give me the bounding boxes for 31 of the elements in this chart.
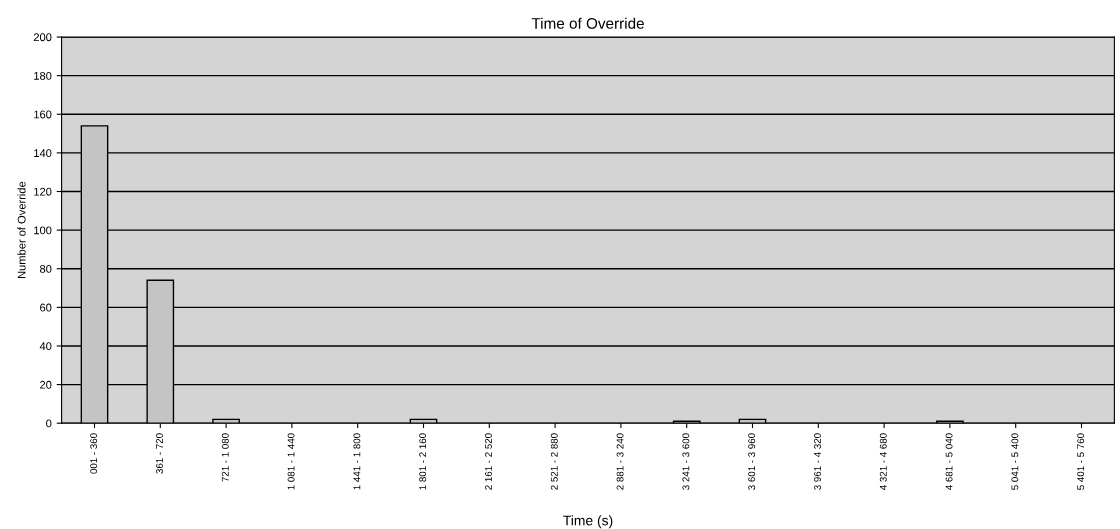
x-tick-label: 1 801 - 2 160: [419, 433, 427, 490]
y-axis-title: Number of Override: [17, 181, 26, 278]
x-tick-label: 2 881 - 3 240: [616, 433, 624, 490]
y-tick-label: 0: [46, 419, 52, 428]
y-tick-label: 100: [34, 226, 52, 235]
x-tick-label: 721 - 1 080: [221, 433, 229, 482]
x-tick-label: 2 161 - 2 520: [485, 433, 492, 490]
x-tick-label: 5 401 - 5 760: [1077, 433, 1085, 490]
x-tick-label: 1 081 - 1 440: [287, 433, 295, 490]
y-tick-label: 120: [34, 187, 52, 196]
y-tick-label: 140: [34, 149, 52, 158]
x-tick-label: 3 601 - 3 960: [748, 433, 756, 490]
x-tick-label: 4 321 - 4 680: [879, 433, 887, 490]
x-tick-label: 2 521 - 2 880: [550, 433, 558, 490]
x-tick-label: 3 961 - 4 320: [814, 433, 821, 490]
x-tick-label: 001 - 360: [90, 433, 98, 474]
y-tick-label: 40: [39, 342, 52, 351]
chart-title: Time of Override: [531, 17, 644, 29]
y-tick-label: 160: [34, 110, 52, 119]
x-tick-label: 5 041 - 5 400: [1011, 433, 1019, 490]
y-tick-label: 180: [34, 71, 52, 80]
x-tick-label: 4 681 - 5 040: [945, 433, 953, 490]
bar: [212, 418, 240, 424]
y-tick-label: 200: [33, 33, 52, 42]
x-axis-title: Time (s): [563, 515, 613, 529]
x-tick-label: 3 241 - 3 600: [682, 433, 690, 490]
x-tick-label: 361 - 720: [156, 433, 163, 474]
y-tick-label: 60: [40, 303, 52, 312]
y-tick-label: 80: [40, 265, 52, 273]
y-tick-label: 20: [40, 380, 52, 389]
x-tick-label: 1 441 - 1 800: [353, 433, 361, 490]
